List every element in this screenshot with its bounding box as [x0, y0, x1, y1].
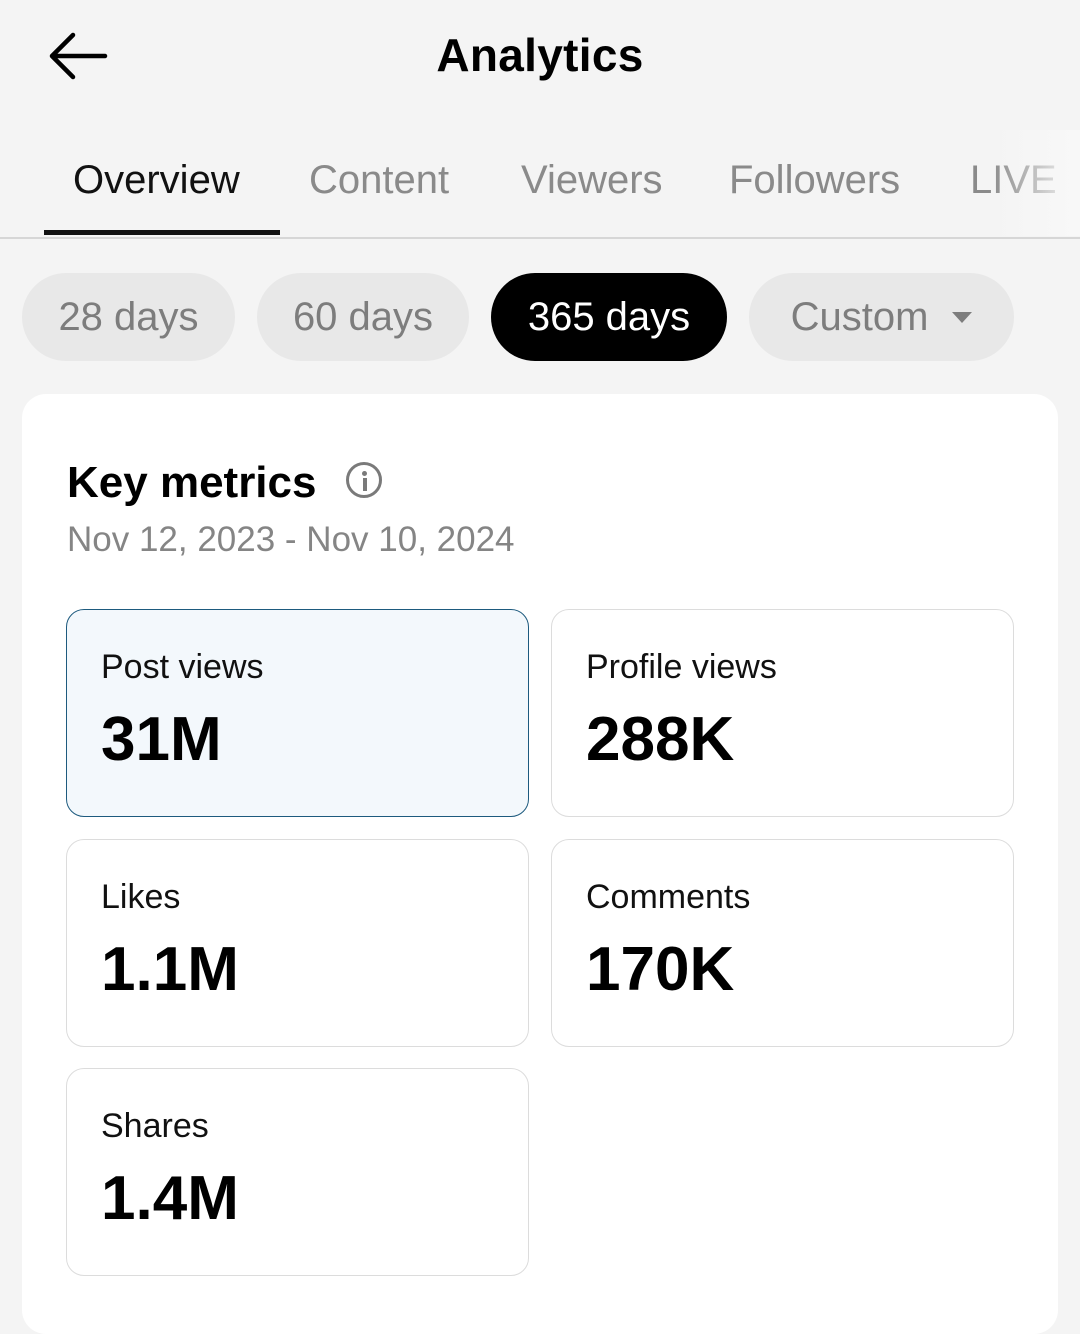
metric-card-profile-views[interactable]: Profile views 288K — [551, 609, 1014, 817]
page-title: Analytics — [436, 29, 644, 81]
section-title: Key metrics — [67, 458, 317, 507]
info-icon[interactable] — [346, 462, 382, 498]
active-tab-indicator — [44, 230, 280, 235]
metric-card-likes[interactable]: Likes 1.1M — [66, 839, 529, 1047]
tab-overview[interactable]: Overview — [73, 158, 240, 202]
metric-label: Shares — [101, 1107, 209, 1145]
range-chip-label: 365 days — [527, 294, 691, 339]
back-button[interactable] — [40, 22, 116, 90]
range-chip-label: 60 days — [292, 294, 434, 339]
metric-value: 31M — [101, 705, 222, 774]
metric-value: 288K — [586, 705, 735, 774]
tab-followers[interactable]: Followers — [729, 158, 901, 202]
metric-card-post-views[interactable]: Post views 31M — [66, 609, 529, 817]
metric-label: Likes — [101, 878, 181, 916]
metric-label: Comments — [586, 878, 751, 916]
range-chip-60-days[interactable]: 60 days — [257, 273, 469, 361]
metric-card-comments[interactable]: Comments 170K — [551, 839, 1014, 1047]
range-chip-365-days[interactable]: 365 days — [491, 273, 727, 361]
date-range-selector: 28 days 60 days 365 days Custom — [0, 273, 1080, 361]
date-range-label: Nov 12, 2023 - Nov 10, 2024 — [67, 520, 515, 559]
tab-viewers[interactable]: Viewers — [521, 158, 663, 202]
metric-value: 1.1M — [101, 935, 239, 1004]
metric-card-shares[interactable]: Shares 1.4M — [66, 1068, 529, 1276]
range-chip-label: 28 days — [58, 294, 199, 339]
metric-value: 1.4M — [101, 1164, 239, 1233]
range-chip-label: Custom — [790, 294, 929, 339]
tab-live[interactable]: LIVE — [970, 158, 1057, 202]
range-chip-28-days[interactable]: 28 days — [22, 273, 235, 361]
metric-label: Profile views — [586, 648, 777, 686]
top-bar: Analytics — [0, 0, 1080, 120]
arrow-left-icon — [49, 32, 108, 80]
metric-label: Post views — [101, 648, 264, 686]
tab-bar: Overview Content Viewers Followers LIVE — [0, 130, 1080, 239]
metric-value: 170K — [586, 935, 735, 1004]
key-metrics-card: Key metrics Nov 12, 2023 - Nov 10, 2024 … — [22, 394, 1058, 1334]
range-chip-custom[interactable]: Custom — [749, 273, 1014, 361]
tab-content[interactable]: Content — [309, 158, 450, 202]
caret-down-icon — [952, 311, 973, 323]
